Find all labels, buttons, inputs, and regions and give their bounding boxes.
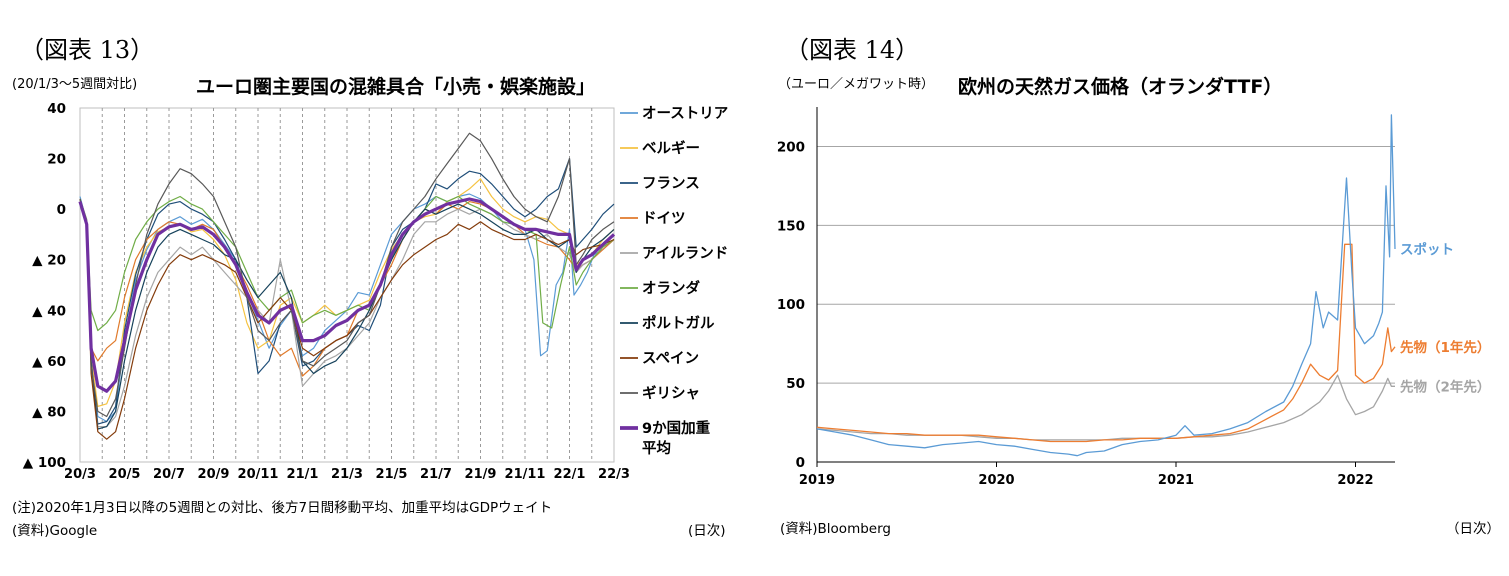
left-series-line — [78, 197, 616, 393]
left-y-tick-label: ▲ 40 — [32, 303, 66, 319]
left-x-tick-label: 21/5 — [376, 467, 408, 482]
right-x-tick-label: 2022 — [1337, 473, 1373, 488]
left-y-tick-label: 20 — [47, 152, 66, 168]
left-series-line — [79, 198, 615, 440]
left-unit-label: (20/1/3～5週間対比) — [12, 77, 138, 92]
left-legend-label: 平均 — [642, 439, 671, 457]
figure-label-13: （図表 13） — [20, 36, 155, 64]
right-y-tick-label: 200 — [777, 139, 805, 155]
right-x-tick-label: 2020 — [978, 473, 1014, 488]
right-x-tick-label: 2019 — [799, 473, 835, 488]
left-y-tick-label: 40 — [47, 101, 66, 117]
right-x-tick-label: 2021 — [1158, 473, 1194, 488]
left-legend-label: オランダ — [642, 279, 700, 297]
right-series-label: 先物（1年先） — [1400, 339, 1490, 356]
right-series-label: スポット — [1400, 241, 1454, 258]
right-y-tick-label: 50 — [786, 376, 805, 392]
left-x-tick-label: 20/3 — [64, 467, 96, 482]
left-legend-label: ギリシャ — [642, 385, 700, 402]
left-x-tick-label: 20/11 — [238, 467, 279, 482]
left-legend-label: 9か国加重 — [642, 419, 711, 437]
left-note: (注)2020年1月3日以降の5週間との対比、後方7日間移動平均、加重平均はGD… — [12, 500, 553, 516]
left-legend-label: オーストリア — [642, 105, 728, 122]
right-y-tick-label: 100 — [777, 297, 805, 313]
left-legend-label: アイルランド — [642, 246, 728, 262]
left-x-tick-label: 20/5 — [109, 467, 141, 482]
left-x-tick-label: 21/11 — [505, 467, 546, 482]
left-legend-label: ベルギー — [642, 140, 700, 157]
right-series-label: 先物（2年先） — [1400, 378, 1490, 395]
left-x-tick-label: 21/9 — [465, 467, 497, 482]
left-y-tick-label: 0 — [57, 202, 66, 218]
left-y-tick-label: ▲ 20 — [32, 253, 66, 269]
left-x-tick-label: 21/1 — [287, 467, 319, 482]
left-legend-label: ドイツ — [642, 211, 686, 227]
left-source: (資料)Google — [12, 523, 98, 539]
right-series-line — [816, 243, 1396, 443]
left-x-tick-label: 21/3 — [331, 467, 363, 482]
left-x-tick-label: 20/7 — [153, 467, 185, 482]
left-series-line — [79, 198, 615, 430]
right-series-line — [816, 374, 1395, 441]
left-x-tick-label: 20/9 — [198, 467, 230, 482]
left-x-tick-label: 22/3 — [598, 467, 630, 482]
right-axis-note: （日次） — [1446, 521, 1500, 537]
left-y-tick-label: ▲ 100 — [23, 455, 66, 471]
left-axis-note: (日次) — [688, 523, 726, 539]
right-unit-label: （ユーロ／メガワット時） — [778, 77, 935, 92]
right-y-tick-label: 0 — [796, 455, 805, 471]
left-legend-label: スペイン — [642, 351, 699, 367]
right-series-line — [816, 114, 1396, 457]
figure-label-14: （図表 14） — [785, 36, 920, 64]
left-series-line — [79, 132, 615, 418]
left-chart-title: ユーロ圏主要国の混雑具合「小売・娯楽施設」 — [196, 76, 596, 98]
right-source: (資料)Bloomberg — [780, 521, 891, 537]
left-x-tick-label: 21/7 — [420, 467, 452, 482]
left-legend-label: フランス — [642, 176, 700, 192]
left-y-tick-label: ▲ 80 — [32, 404, 66, 420]
left-y-tick-label: ▲ 60 — [32, 354, 66, 370]
right-y-tick-label: 150 — [777, 218, 805, 234]
left-legend-label: ポルトガル — [642, 314, 715, 332]
right-chart-title: 欧州の天然ガス価格（オランダTTF） — [958, 76, 1283, 98]
left-x-tick-label: 22/1 — [554, 467, 586, 482]
